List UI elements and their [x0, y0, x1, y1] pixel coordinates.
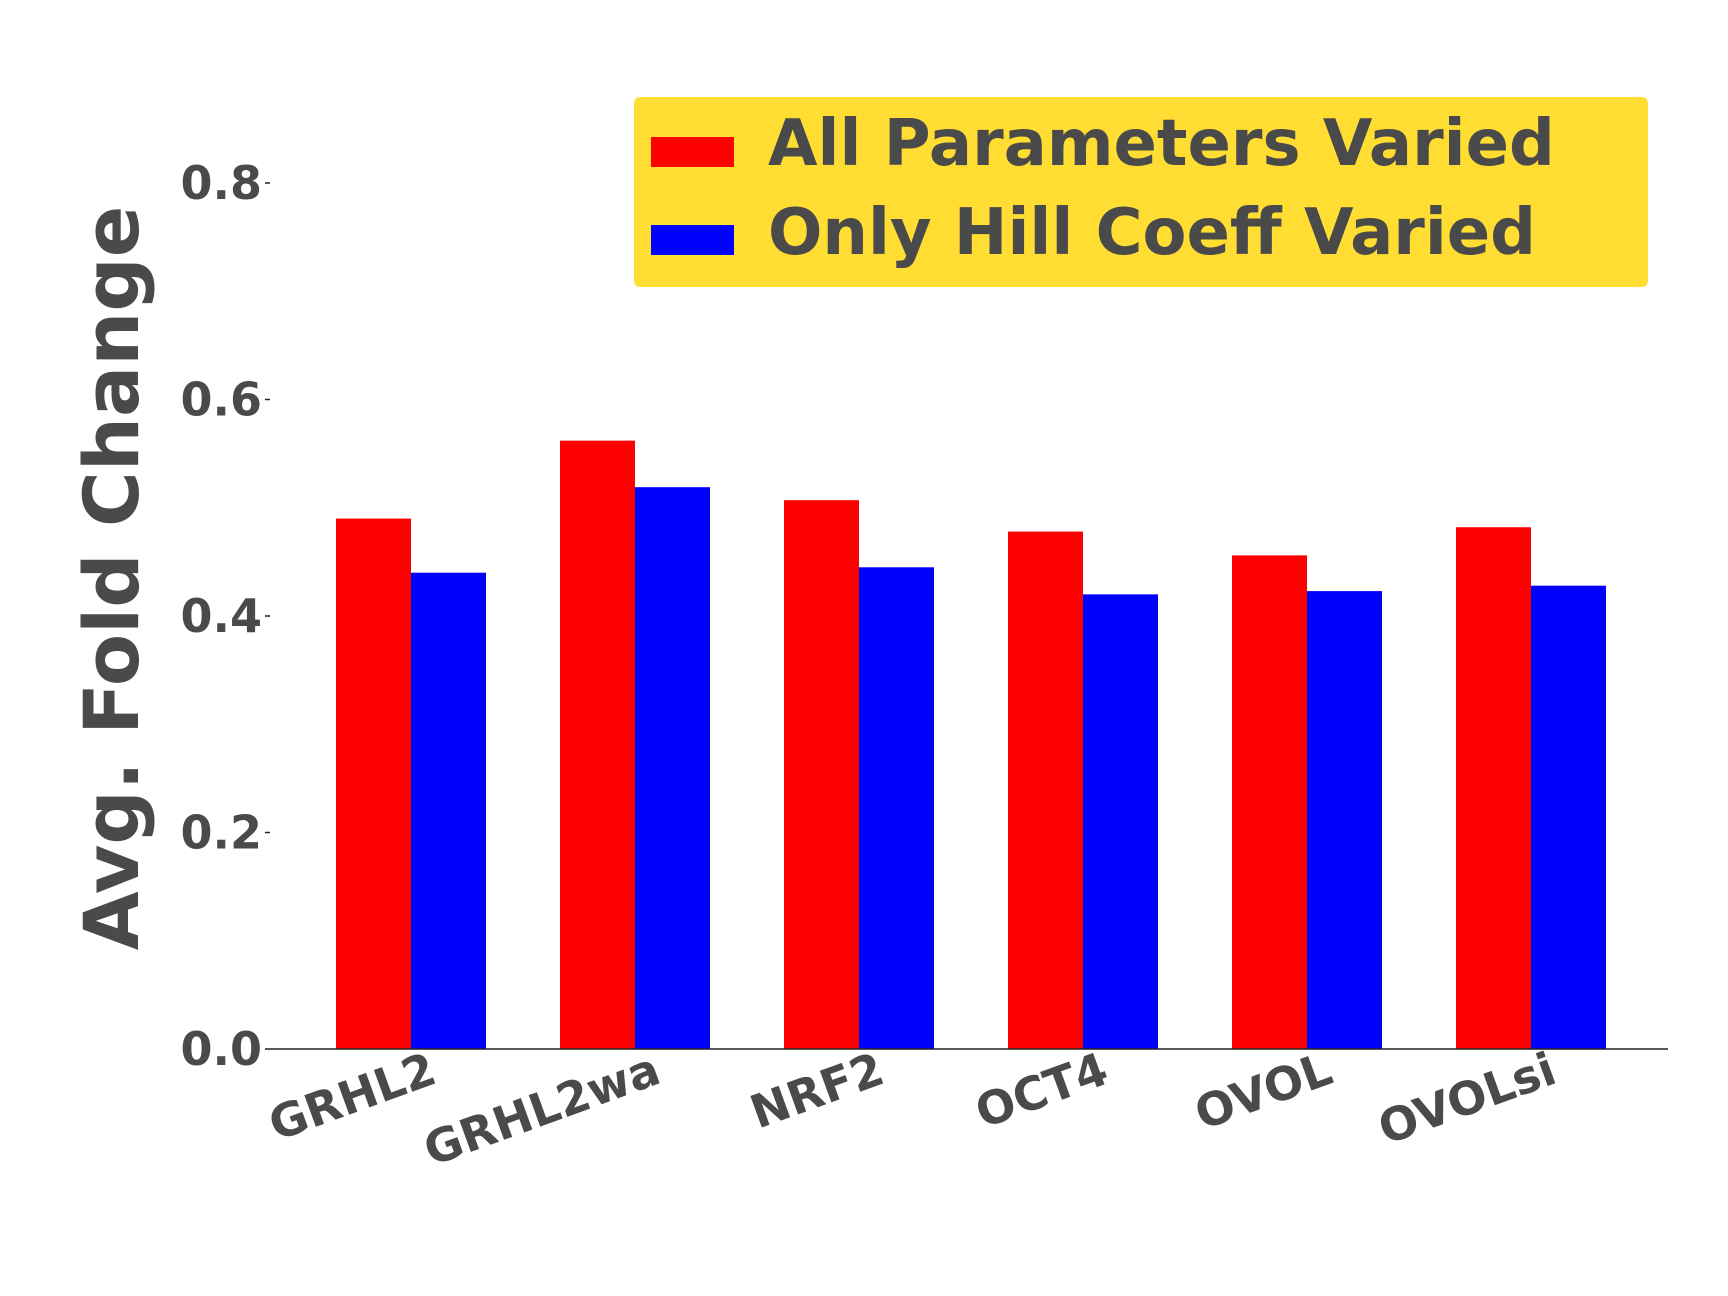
x-tick-label-grhl2wa: GRHL2wa — [417, 1042, 667, 1177]
y-tick-label: 0.2 — [181, 806, 263, 860]
x-tick-label-oct4: OCT4 — [968, 1042, 1115, 1139]
x-tick-label-nrf2: NRF2 — [743, 1042, 891, 1140]
bars — [336, 440, 1606, 1049]
bar-grhl2wa-only-hill-coeff — [635, 487, 710, 1049]
y-tick-label: 0.6 — [181, 373, 263, 427]
bar-grhl2-all-parameters — [336, 518, 411, 1049]
legend-label-all-parameters: All Parameters Varied — [768, 107, 1555, 181]
x-tick-label-grhl2: GRHL2 — [262, 1042, 443, 1152]
legend: All Parameters Varied Only Hill Coeff Va… — [634, 97, 1648, 287]
bar-ovolsi-all-parameters — [1456, 527, 1531, 1049]
bar-oct4-only-hill-coeff — [1083, 594, 1158, 1049]
y-tick-label: 0.8 — [181, 156, 263, 210]
y-axis-label: Avg. Fold Change — [67, 206, 156, 951]
bar-grhl2wa-all-parameters — [560, 440, 635, 1049]
bar-nrf2-only-hill-coeff — [859, 567, 934, 1049]
y-tick-label: 0.4 — [181, 589, 263, 643]
x-tick-label-ovol: OVOL — [1188, 1042, 1339, 1141]
bar-ovol-all-parameters — [1232, 555, 1307, 1049]
legend-swatch-only-hill-coeff — [651, 225, 734, 255]
bar-ovolsi-only-hill-coeff — [1531, 585, 1606, 1049]
legend-box — [634, 97, 1648, 287]
y-axis: 0.0 0.2 0.4 0.6 0.8 — [181, 156, 270, 1076]
legend-label-only-hill-coeff: Only Hill Coeff Varied — [768, 196, 1536, 270]
y-tick-label: 0.0 — [181, 1022, 263, 1076]
legend-swatch-all-parameters — [651, 137, 734, 167]
bar-oct4-all-parameters — [1008, 531, 1083, 1049]
bar-grhl2-only-hill-coeff — [411, 572, 486, 1049]
bar-ovol-only-hill-coeff — [1307, 591, 1382, 1049]
x-tick-label-ovolsi: OVOLsi — [1371, 1042, 1563, 1156]
bar-nrf2-all-parameters — [784, 500, 859, 1049]
